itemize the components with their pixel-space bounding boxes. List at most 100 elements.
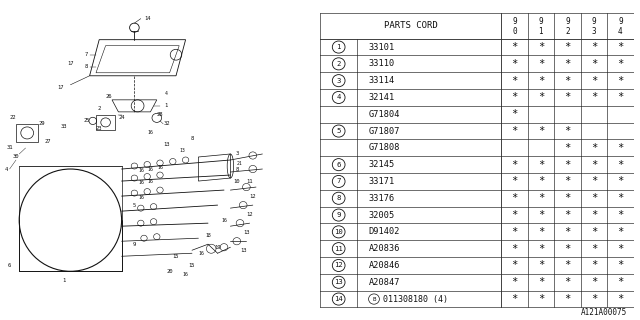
Text: *: *	[511, 76, 518, 86]
Text: *: *	[511, 176, 518, 187]
Text: 9: 9	[618, 17, 623, 26]
Text: *: *	[617, 244, 623, 254]
Text: 22: 22	[10, 116, 16, 120]
Text: *: *	[564, 42, 570, 52]
Text: A20847: A20847	[369, 278, 400, 287]
Text: 8: 8	[190, 136, 194, 141]
Text: 32: 32	[163, 121, 170, 126]
Text: *: *	[538, 176, 544, 187]
Text: G71808: G71808	[369, 143, 400, 152]
Text: 33176: 33176	[369, 194, 395, 203]
Text: 3: 3	[235, 151, 239, 156]
Text: 9: 9	[538, 17, 543, 26]
Text: *: *	[591, 210, 597, 220]
Text: *: *	[511, 109, 518, 119]
Text: 33: 33	[61, 124, 67, 129]
Text: *: *	[511, 227, 518, 237]
Text: 8: 8	[235, 166, 239, 172]
Text: 15: 15	[173, 254, 179, 259]
Text: A20836: A20836	[369, 244, 400, 253]
Text: *: *	[511, 277, 518, 287]
Text: *: *	[591, 160, 597, 170]
Text: A121A00075: A121A00075	[581, 308, 627, 317]
Text: *: *	[538, 160, 544, 170]
Text: 16: 16	[221, 218, 227, 223]
Text: *: *	[511, 244, 518, 254]
Text: 31: 31	[6, 146, 13, 150]
Text: 8: 8	[84, 64, 88, 69]
Text: 6: 6	[8, 263, 12, 268]
Text: *: *	[591, 143, 597, 153]
Text: *: *	[591, 277, 597, 287]
Text: *: *	[538, 277, 544, 287]
Text: 0: 0	[512, 27, 516, 36]
Text: 9: 9	[565, 17, 570, 26]
Text: *: *	[617, 260, 623, 270]
Text: 10: 10	[234, 179, 240, 184]
Text: 9: 9	[591, 17, 596, 26]
Text: 2: 2	[97, 106, 101, 111]
Text: 23: 23	[96, 126, 102, 131]
Text: 8: 8	[337, 195, 341, 201]
Text: *: *	[538, 126, 544, 136]
Text: *: *	[511, 160, 518, 170]
Text: *: *	[617, 92, 623, 102]
Text: 12: 12	[246, 212, 253, 217]
Text: 12: 12	[334, 262, 343, 268]
Text: *: *	[564, 92, 570, 102]
Text: 18: 18	[205, 233, 211, 238]
Text: *: *	[617, 294, 623, 304]
Text: *: *	[538, 92, 544, 102]
Text: 30: 30	[13, 155, 19, 159]
Text: 21: 21	[237, 161, 243, 165]
Text: *: *	[591, 42, 597, 52]
Text: *: *	[564, 59, 570, 69]
Text: 13: 13	[180, 148, 185, 154]
Text: 13: 13	[163, 142, 170, 148]
Text: 33114: 33114	[369, 76, 395, 85]
Text: *: *	[564, 76, 570, 86]
Text: *: *	[617, 277, 623, 287]
Text: *: *	[591, 227, 597, 237]
Text: *: *	[538, 42, 544, 52]
Text: 13: 13	[240, 248, 246, 253]
Text: 15: 15	[189, 263, 195, 268]
Text: *: *	[511, 294, 518, 304]
Text: *: *	[538, 76, 544, 86]
Text: *: *	[564, 277, 570, 287]
Text: D91402: D91402	[369, 227, 400, 236]
Text: 6: 6	[337, 162, 341, 168]
Text: *: *	[617, 227, 623, 237]
Text: *: *	[564, 193, 570, 203]
Text: 33171: 33171	[369, 177, 395, 186]
Text: 2: 2	[565, 27, 570, 36]
Text: *: *	[564, 126, 570, 136]
Text: G71807: G71807	[369, 126, 400, 136]
Text: *: *	[538, 260, 544, 270]
Text: 1: 1	[62, 278, 66, 283]
Text: B: B	[372, 297, 376, 301]
Text: 17: 17	[67, 61, 74, 66]
Text: 27: 27	[45, 140, 51, 144]
Text: *: *	[511, 260, 518, 270]
Text: 7: 7	[337, 179, 341, 184]
Text: 16: 16	[183, 272, 188, 277]
Text: 16: 16	[199, 251, 204, 256]
Text: *: *	[591, 260, 597, 270]
Text: 25: 25	[83, 118, 90, 124]
Text: 4: 4	[165, 91, 168, 96]
Text: *: *	[511, 210, 518, 220]
Text: 10: 10	[334, 229, 343, 235]
Text: *: *	[511, 59, 518, 69]
Text: *: *	[538, 244, 544, 254]
Text: *: *	[591, 193, 597, 203]
Text: *: *	[564, 260, 570, 270]
Text: 1: 1	[337, 44, 341, 50]
Text: 1: 1	[164, 103, 168, 108]
Text: 33101: 33101	[369, 43, 395, 52]
Text: 4: 4	[337, 94, 341, 100]
Text: G71804: G71804	[369, 110, 400, 119]
Text: *: *	[538, 193, 544, 203]
Text: *: *	[538, 227, 544, 237]
Text: *: *	[591, 59, 597, 69]
